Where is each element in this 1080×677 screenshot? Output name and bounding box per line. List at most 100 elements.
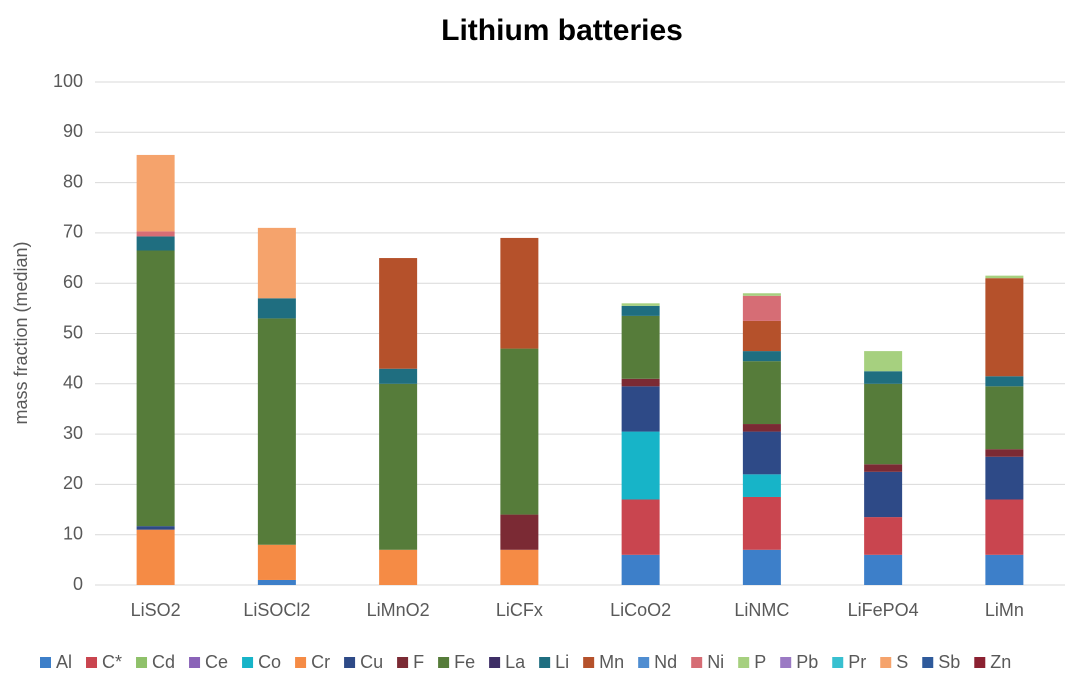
legend-swatch xyxy=(438,657,450,668)
bar-segment xyxy=(985,449,1024,457)
bar-segment xyxy=(742,320,781,352)
bar-segment xyxy=(742,424,781,432)
legend-swatch xyxy=(832,657,844,668)
bar-segment xyxy=(136,154,175,232)
bar-segment xyxy=(500,514,539,550)
legend-swatch xyxy=(922,657,934,668)
legend-label: La xyxy=(505,652,526,672)
y-tick-label: 20 xyxy=(63,473,83,493)
y-tick-label: 30 xyxy=(63,423,83,443)
legend-label: Pr xyxy=(848,652,866,672)
bar-segment xyxy=(742,293,781,296)
bar-segment xyxy=(985,499,1024,555)
bar-segment xyxy=(621,431,660,500)
x-tick-label: LiSO2 xyxy=(131,600,181,620)
bar-segment xyxy=(621,315,660,379)
bar-segment xyxy=(742,474,781,497)
legend-label: S xyxy=(896,652,908,672)
legend-swatch xyxy=(780,657,792,668)
bar-segment xyxy=(500,549,539,585)
bar-segment xyxy=(379,258,418,369)
bar-segment xyxy=(257,318,296,545)
legend-label: Sb xyxy=(938,652,960,672)
legend-swatch xyxy=(242,657,254,668)
x-tick-label: LiMnO2 xyxy=(367,600,430,620)
bar-segment xyxy=(742,549,781,585)
legend-swatch xyxy=(974,657,986,668)
legend-swatch xyxy=(738,657,750,668)
legend-label: Co xyxy=(258,652,281,672)
bar-segment xyxy=(621,305,660,316)
x-tick-label: LiMn xyxy=(985,600,1024,620)
legend-swatch xyxy=(583,657,595,668)
bar-segment xyxy=(500,237,539,349)
y-tick-label: 60 xyxy=(63,272,83,292)
legend-swatch xyxy=(136,657,148,668)
bar-segment xyxy=(742,431,781,475)
y-tick-label: 100 xyxy=(53,71,83,91)
legend-label: Fe xyxy=(454,652,475,672)
bar-segment xyxy=(864,517,903,555)
bar-segment xyxy=(257,227,296,299)
bar-segment xyxy=(136,529,175,585)
bar-segment xyxy=(742,496,781,550)
legend-label: F xyxy=(413,652,424,672)
legend-label: Li xyxy=(555,652,569,672)
bar-segment xyxy=(621,499,660,555)
bar-segment xyxy=(985,376,1024,387)
legend-label: Pb xyxy=(796,652,818,672)
legend-swatch xyxy=(295,657,307,668)
y-tick-label: 70 xyxy=(63,222,83,242)
legend-swatch xyxy=(344,657,356,668)
bar-segment xyxy=(136,526,175,530)
bar-segment xyxy=(379,383,418,550)
legend-swatch xyxy=(691,657,703,668)
bar-segment xyxy=(621,303,660,306)
bar-segment xyxy=(621,378,660,387)
legend-label: Zn xyxy=(990,652,1011,672)
legend-swatch xyxy=(638,657,650,668)
bar-segment xyxy=(379,368,418,384)
bar-segment xyxy=(742,361,781,425)
bar-segment xyxy=(500,348,539,515)
legend-swatch xyxy=(40,657,51,668)
legend-label: Mn xyxy=(599,652,624,672)
bar-segment xyxy=(985,386,1024,450)
bar-segment xyxy=(257,544,296,580)
bar-segment xyxy=(864,383,903,465)
legend-swatch xyxy=(489,657,501,668)
legend-swatch xyxy=(397,657,409,668)
bar-segment xyxy=(136,250,175,527)
legend-swatch xyxy=(539,657,551,668)
legend-label: Nd xyxy=(654,652,677,672)
bar-segment xyxy=(985,554,1024,585)
legend-label: C* xyxy=(102,652,122,672)
y-tick-label: 50 xyxy=(63,322,83,342)
bar-segment xyxy=(257,298,296,319)
x-tick-label: LiCoO2 xyxy=(610,600,671,620)
legend-label: P xyxy=(754,652,766,672)
bar-segment xyxy=(985,275,1024,279)
legend-swatch xyxy=(189,657,201,668)
legend-label: Ce xyxy=(205,652,228,672)
legend-label: Cr xyxy=(311,652,330,672)
bar-segment xyxy=(136,236,175,251)
bar-segment xyxy=(621,386,660,432)
bar-segment xyxy=(985,456,1024,500)
legend-label: Ni xyxy=(707,652,724,672)
x-tick-label: LiSOCl2 xyxy=(243,600,310,620)
legend-swatch xyxy=(880,657,892,668)
x-tick-label: LiCFx xyxy=(496,600,543,620)
y-tick-label: 10 xyxy=(63,523,83,543)
legend-label: Cu xyxy=(360,652,383,672)
x-tick-label: LiNMC xyxy=(734,600,789,620)
bar-segment xyxy=(864,464,903,472)
bar-segment xyxy=(742,295,781,321)
x-tick-label: LiFePO4 xyxy=(848,600,919,620)
y-tick-label: 80 xyxy=(63,171,83,191)
bar-segment xyxy=(985,278,1024,377)
y-tick-label: 0 xyxy=(73,574,83,594)
bar-segment xyxy=(864,371,903,384)
bar-segment xyxy=(742,351,781,362)
